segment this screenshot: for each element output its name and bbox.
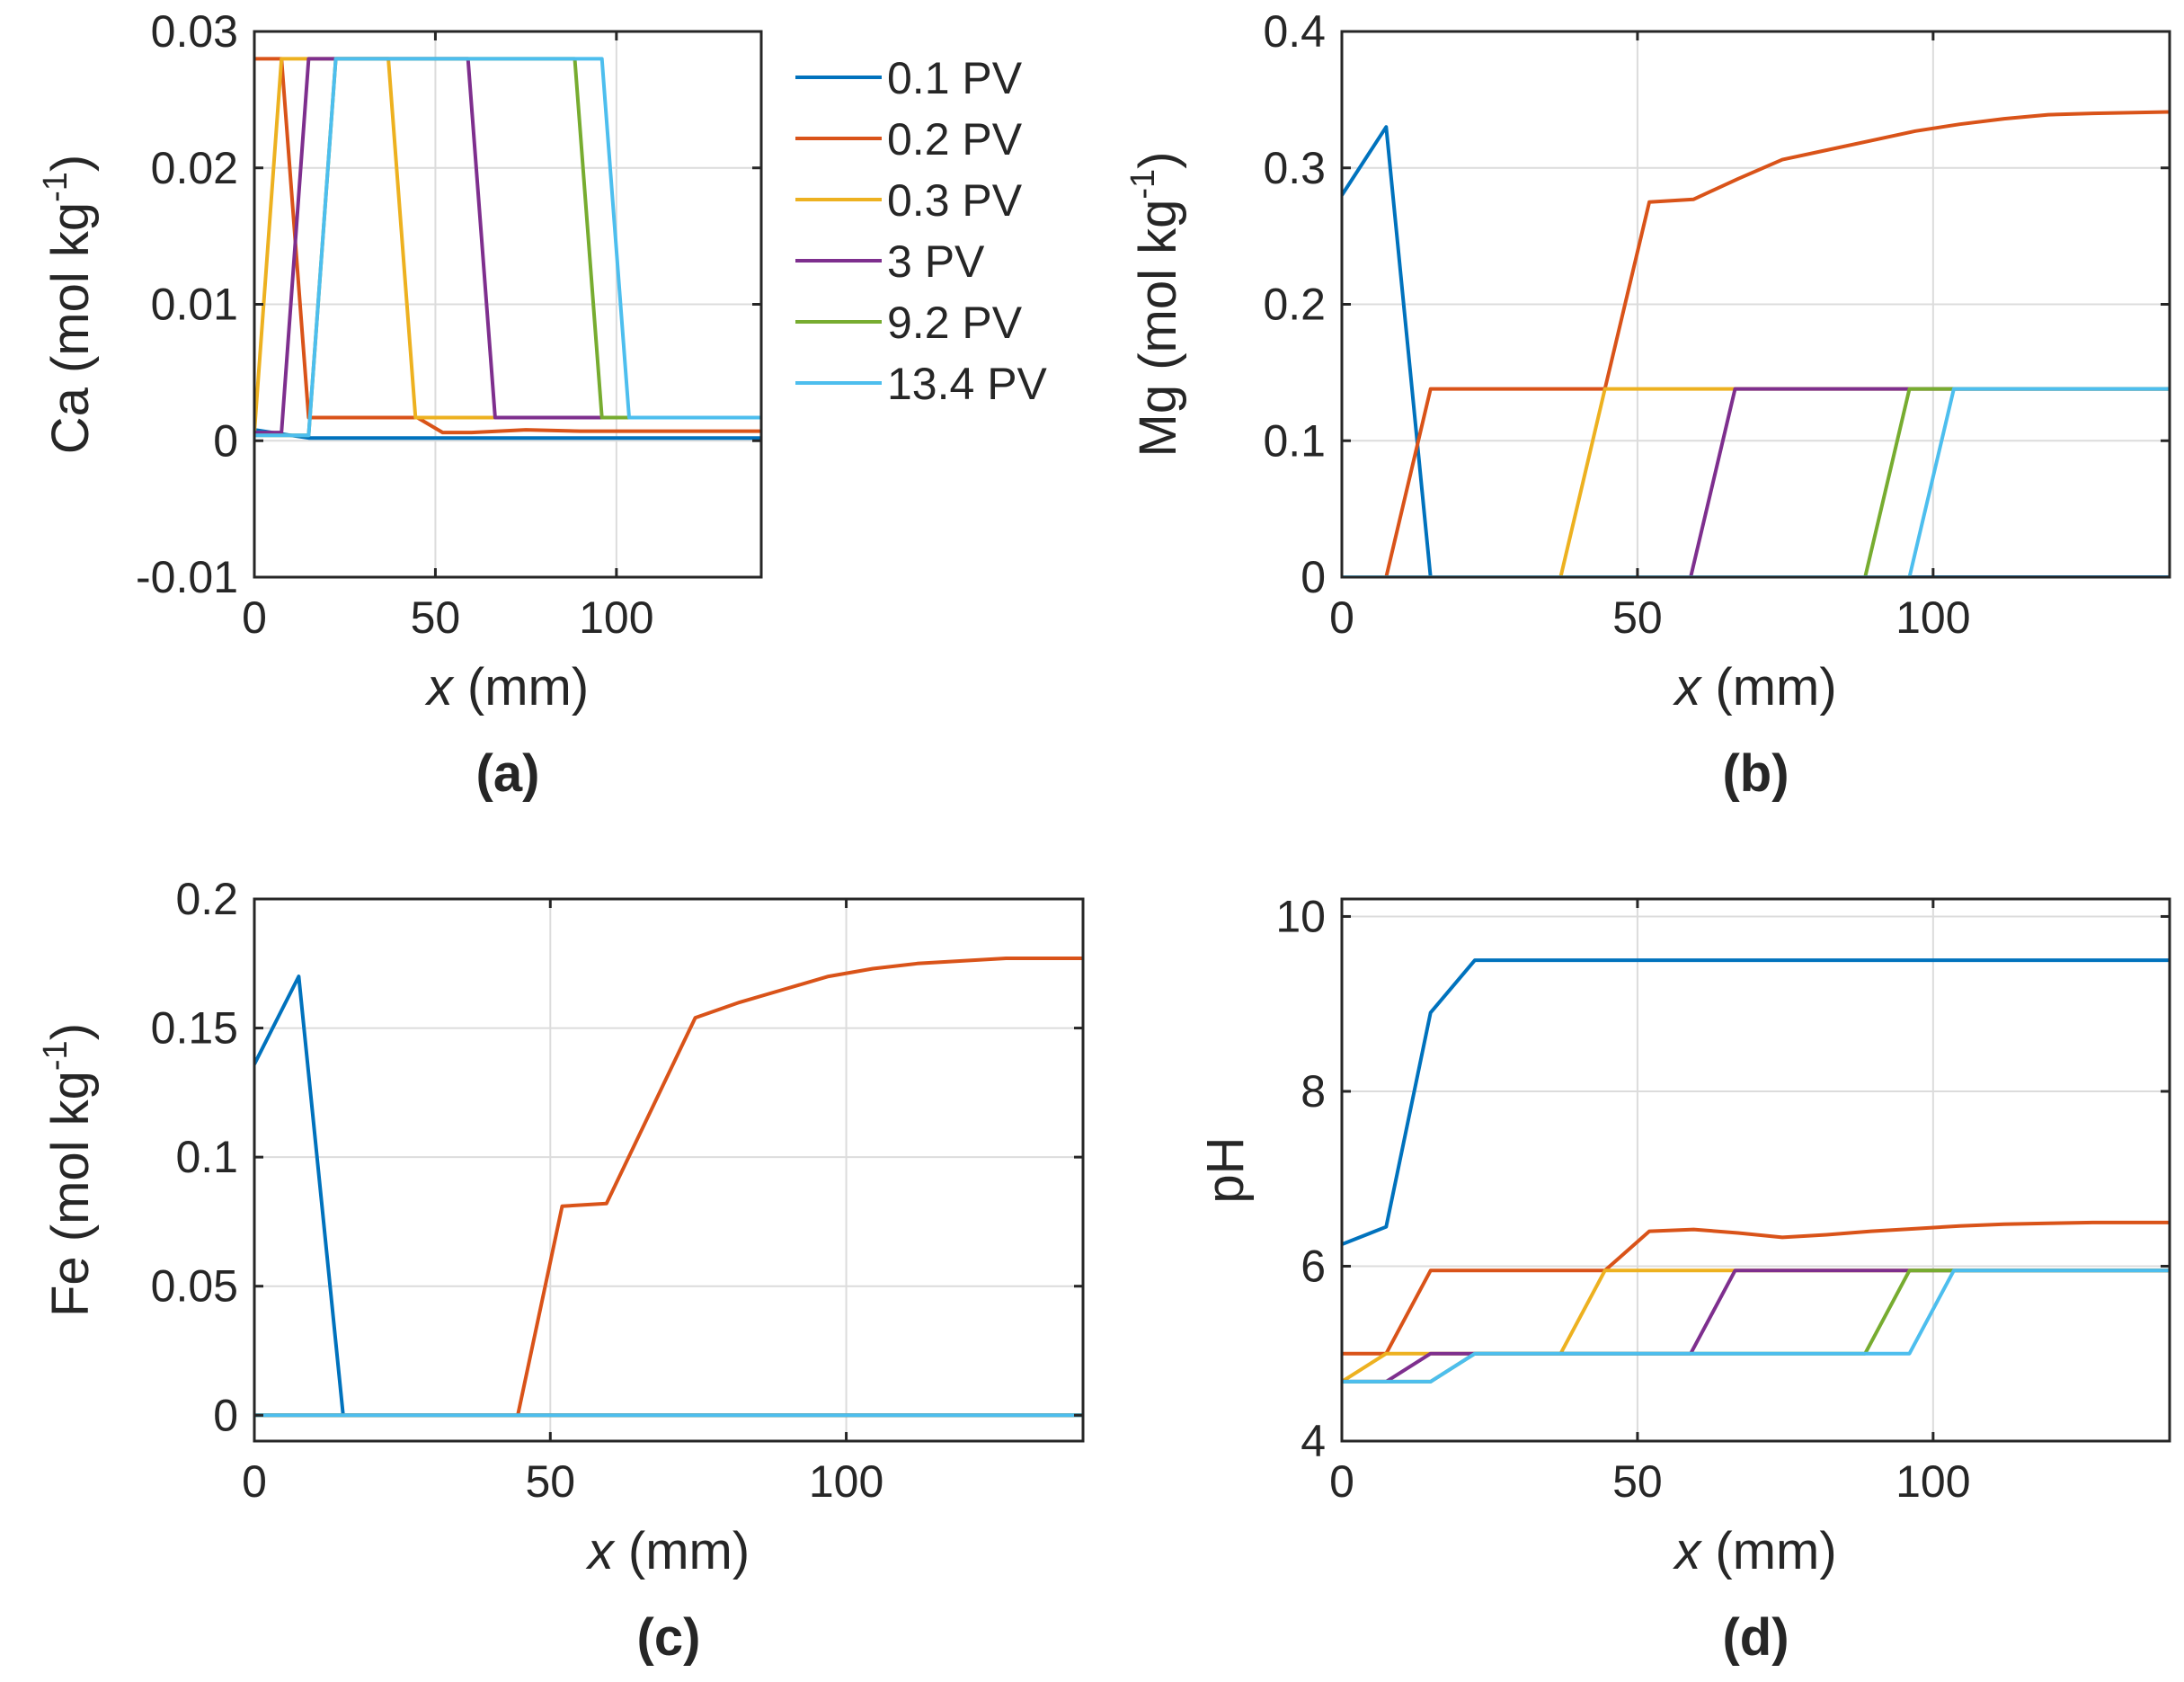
legend-label: 0.1 PV bbox=[887, 53, 1023, 103]
legend-item: 0.1 PV bbox=[795, 53, 1023, 103]
legend-item: 9.2 PV bbox=[795, 298, 1023, 348]
panel-label: (d) bbox=[1722, 1608, 1789, 1667]
series-line-13-4-pv bbox=[1342, 1268, 2170, 1384]
legend: 0.1 PV 0.2 PV 0.3 PV 3 PV 9.2 PV 13.4 PV bbox=[795, 53, 1048, 409]
y-axis-label: Mg (mol kg-1) bbox=[1124, 152, 1187, 458]
y-axis-label: Fe (mol kg-1) bbox=[37, 1023, 100, 1317]
x-tick-label: 50 bbox=[1612, 1456, 1663, 1507]
x-tick-label: 50 bbox=[411, 592, 461, 643]
y-tick-label: -0.01 bbox=[136, 552, 238, 602]
series-line-0-1-pv bbox=[1342, 125, 2170, 577]
x-tick-label: 50 bbox=[1612, 592, 1663, 643]
x-tick-label: 50 bbox=[525, 1456, 575, 1507]
series-line-3-pv bbox=[1342, 387, 2170, 577]
y-tick-label: 0 bbox=[213, 415, 238, 466]
y-tick-label: 8 bbox=[1301, 1066, 1326, 1117]
y-tick-label: 0.1 bbox=[1263, 415, 1326, 466]
series-line-0-2-pv bbox=[1384, 110, 2170, 577]
y-axis-label: pH bbox=[1196, 1136, 1255, 1203]
y-tick-label: 0.02 bbox=[151, 143, 238, 193]
legend-label: 0.2 PV bbox=[887, 114, 1023, 165]
x-tick-label: 0 bbox=[1329, 1456, 1354, 1507]
x-axis-label: x (mm) bbox=[1672, 658, 1836, 716]
legend-item: 0.2 PV bbox=[795, 114, 1023, 165]
y-tick-label: 0.03 bbox=[151, 6, 238, 57]
x-tick-label: 100 bbox=[809, 1456, 883, 1507]
legend-label: 0.3 PV bbox=[887, 175, 1023, 226]
axes-frame bbox=[253, 897, 1085, 1443]
series-line-0-1-pv bbox=[1342, 958, 2170, 1247]
series-line-0-1-pv bbox=[254, 974, 1083, 1418]
y-tick-label: 0 bbox=[213, 1390, 238, 1440]
series-group bbox=[254, 957, 1083, 1418]
y-tick-label: 0.2 bbox=[175, 874, 238, 924]
series-group bbox=[1342, 958, 2170, 1384]
y-axis-label: Ca (mol kg-1) bbox=[37, 155, 100, 455]
series-line-0-2-pv bbox=[254, 957, 1083, 1418]
y-tick-label: 0.2 bbox=[1263, 280, 1326, 330]
panel-label: (c) bbox=[637, 1608, 701, 1667]
y-tick-label: 4 bbox=[1301, 1416, 1326, 1466]
y-tick-label: 0 bbox=[1301, 552, 1326, 602]
chart-panel-d: 0 50 100 4 6 8 10 x (mm) (d) pH bbox=[1196, 891, 2171, 1667]
series-group bbox=[1342, 110, 2170, 577]
series-line-13-4-pv bbox=[1342, 387, 2170, 577]
panel-label: (b) bbox=[1722, 744, 1789, 803]
x-axis-label: x (mm) bbox=[424, 658, 589, 716]
legend-label: 13.4 PV bbox=[887, 359, 1048, 409]
legend-label: 9.2 PV bbox=[887, 298, 1023, 348]
series-line-0-3-pv bbox=[1342, 1268, 2170, 1384]
series-line-13-4-pv bbox=[254, 57, 761, 438]
legend-item: 3 PV bbox=[795, 236, 985, 287]
y-tick-label: 0.01 bbox=[151, 280, 238, 330]
legend-item: 13.4 PV bbox=[795, 359, 1048, 409]
x-tick-label: 0 bbox=[1329, 592, 1354, 643]
y-tick-label: 0.3 bbox=[1263, 143, 1326, 193]
x-tick-label: 0 bbox=[242, 592, 267, 643]
x-tick-label: 0 bbox=[242, 1456, 267, 1507]
x-axis-label: x (mm) bbox=[1672, 1522, 1836, 1580]
series-line-0-2-pv bbox=[1342, 1220, 2170, 1356]
y-tick-label: 10 bbox=[1275, 891, 1326, 941]
x-tick-label: 100 bbox=[579, 592, 653, 643]
chart-panel-b: 0 50 100 0 0.1 0.2 0.3 0.4 x (mm) (b) Mg (mol kg-1… bbox=[1124, 6, 2171, 803]
axes-frame bbox=[1340, 897, 2171, 1443]
y-tick-label: 0.1 bbox=[175, 1132, 238, 1182]
series-line-9-2-pv bbox=[1342, 1268, 2170, 1384]
series-line-0-3-pv bbox=[1342, 387, 2170, 577]
x-tick-label: 100 bbox=[1895, 592, 1970, 643]
y-tick-label: 0.05 bbox=[151, 1261, 238, 1312]
series-line-9-2-pv bbox=[1342, 387, 2170, 577]
legend-label: 3 PV bbox=[887, 236, 985, 287]
series-group bbox=[254, 57, 761, 441]
x-axis-label: x (mm) bbox=[585, 1522, 750, 1580]
series-line-0-2-pv bbox=[254, 57, 761, 435]
panel-label: (a) bbox=[476, 744, 540, 803]
legend-item: 0.3 PV bbox=[795, 175, 1023, 226]
y-tick-label: 6 bbox=[1301, 1241, 1326, 1291]
series-line-3-pv bbox=[1342, 1268, 2170, 1384]
y-tick-label: 0.4 bbox=[1263, 6, 1326, 57]
chart-panel-c: 0 50 100 0 0.05 0.1 0.15 0.2 x (mm) (c) Fe (mol kg… bbox=[37, 874, 1085, 1667]
x-tick-label: 100 bbox=[1895, 1456, 1970, 1507]
y-tick-label: 0.15 bbox=[151, 1003, 238, 1054]
